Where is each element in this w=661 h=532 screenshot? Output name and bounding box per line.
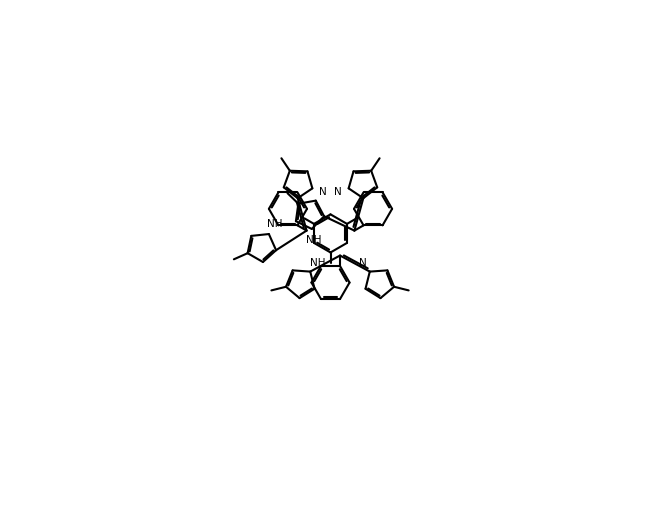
Text: NH: NH <box>309 258 325 268</box>
Text: NH: NH <box>306 235 321 245</box>
Text: N: N <box>334 187 342 197</box>
Text: N: N <box>319 187 327 197</box>
Text: N: N <box>359 258 367 268</box>
Text: NH: NH <box>266 220 282 229</box>
